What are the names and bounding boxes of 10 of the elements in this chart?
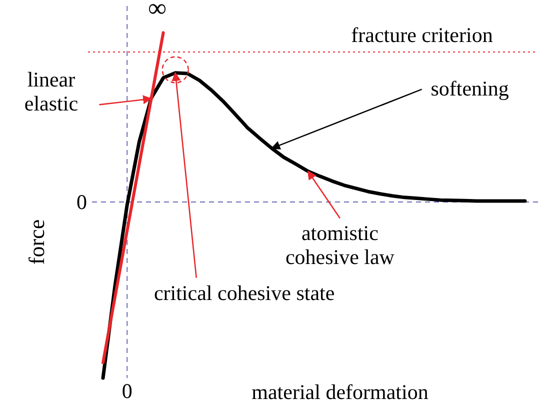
annotation: critical cohesive state xyxy=(154,280,335,305)
text: 0 xyxy=(122,379,132,403)
text: linear elastic xyxy=(24,68,78,116)
text: ∞ xyxy=(148,0,167,23)
annotation: softening xyxy=(430,76,510,100)
ref-line-label: 0 xyxy=(76,190,87,214)
y-axis-title: force xyxy=(24,219,49,265)
x-axis-title: material deformation xyxy=(252,380,429,404)
annotation: atomistic cohesive law xyxy=(285,221,396,270)
ref-line-label: fracture criterion xyxy=(351,23,494,48)
